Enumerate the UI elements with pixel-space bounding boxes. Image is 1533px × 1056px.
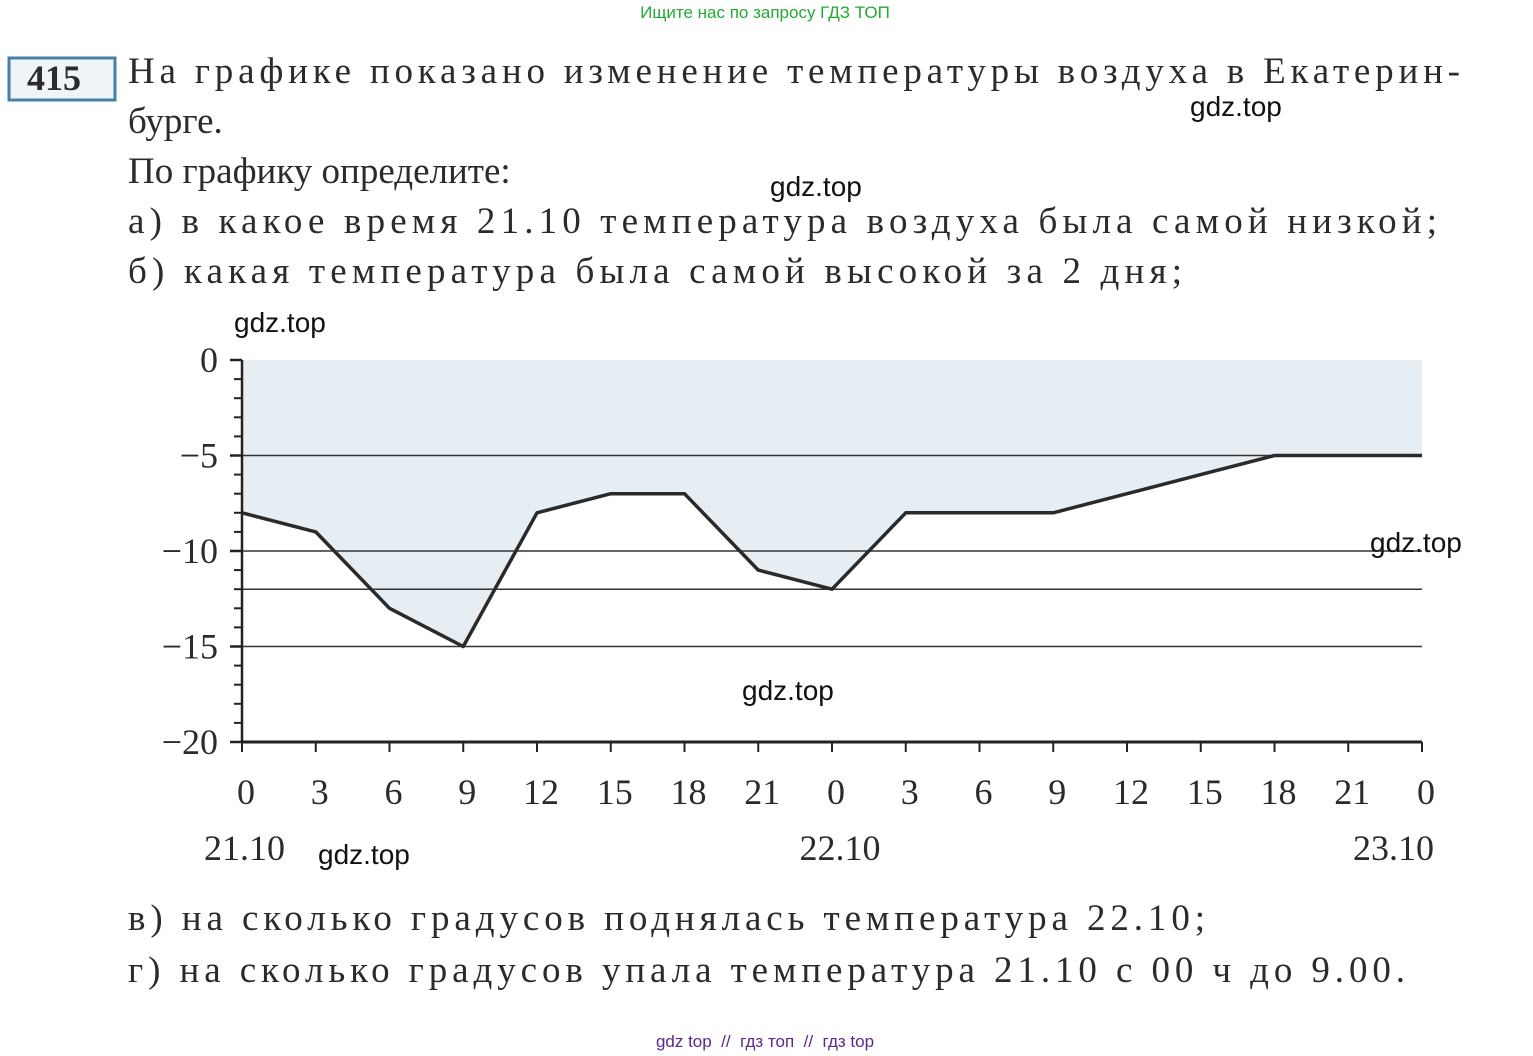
x-tick-label: 6: [385, 772, 403, 812]
x-tick-label: 0: [237, 772, 255, 812]
x-tick-label: 3: [901, 772, 919, 812]
y-tick-label: 0: [200, 340, 218, 380]
x-tick-label: 9: [1048, 772, 1066, 812]
x-tick-label: 15: [1187, 772, 1223, 812]
x-tick-label: 12: [523, 772, 559, 812]
watermark: gdz.top: [742, 675, 834, 706]
x-tick-label: 0: [827, 772, 845, 812]
question: а) в какое время 21.10 температура возду…: [128, 201, 1437, 242]
question: г) на сколько градусов упала температура…: [128, 950, 1405, 991]
x-tick-label: 21: [1334, 772, 1370, 812]
x-tick-label: 9: [458, 772, 476, 812]
x-tick-label: 21: [744, 772, 780, 812]
watermark: gdz.top: [1370, 527, 1462, 558]
x-group-label: 22.10: [800, 828, 881, 868]
x-group-label: 21.10: [204, 828, 285, 868]
y-tick-label: −10: [162, 531, 218, 571]
x-tick-label: 6: [975, 772, 993, 812]
watermark: gdz.top: [318, 839, 410, 870]
footer-links[interactable]: gdz top // гдз топ // гдз top: [656, 1032, 874, 1051]
problem-text: На графике показано изменение температур…: [128, 51, 1460, 92]
x-tick-label: 3: [311, 772, 329, 812]
x-tick-label: 0: [1417, 772, 1435, 812]
question: б) какая температура была самой высокой …: [128, 251, 1182, 292]
y-tick-label: −15: [162, 627, 218, 667]
watermark: gdz.top: [1190, 91, 1282, 122]
chart: 0 −5 −10 −15 −20 0 3 6 9 12 15 18 21 0 3 6 9 12 15 18 21 0 21.…: [162, 340, 1435, 868]
y-tick-label: −20: [162, 722, 218, 762]
problem-text: бурге.: [128, 101, 223, 142]
temperature-line: [241, 453, 1422, 649]
x-tick-label: 12: [1113, 772, 1149, 812]
x-group-label: 23.10: [1353, 828, 1434, 868]
question: в) на сколько градусов поднялась темпера…: [128, 898, 1205, 939]
watermark: gdz.top: [234, 307, 326, 338]
x-tick-label: 18: [671, 772, 707, 812]
x-tick-label: 18: [1261, 772, 1297, 812]
problem-number-box: [7, 56, 117, 102]
problem-text: По графику определите:: [128, 151, 511, 192]
watermark: gdz.top: [770, 171, 862, 202]
y-tick-label: −5: [180, 436, 218, 476]
top-banner[interactable]: Ищите нас по запросу ГДЗ ТОП: [640, 3, 890, 22]
area: [242, 360, 1422, 647]
problem-number: 415: [27, 58, 81, 98]
x-tick-label: 15: [597, 772, 633, 812]
